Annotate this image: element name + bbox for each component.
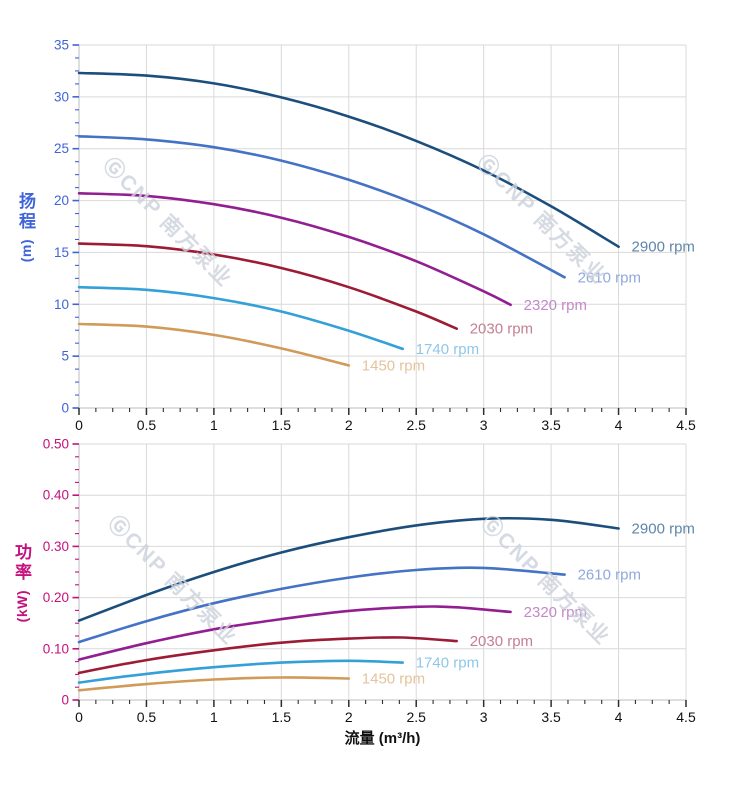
- head-x-tick-label: 0: [75, 417, 83, 433]
- power-y-tick-label: 0.50: [43, 437, 69, 452]
- power-x-tick-label: 4.5: [676, 709, 696, 725]
- head-curve-1450rpm: [77, 322, 351, 367]
- head-curve-label-2610rpm: 2610 rpm: [578, 269, 641, 286]
- head-axis-title: 扬程 (m): [16, 192, 35, 263]
- power-curve-2610rpm: [77, 566, 566, 644]
- head-curve-2030rpm: [77, 242, 458, 330]
- power-curve-2320rpm: [77, 605, 512, 661]
- power-chart: 0 0.10 0.20 0.30 0.40 0.50 0 0.5 1 1.5 2 2.5 3 3.5 4 4.…: [43, 437, 696, 726]
- head-curve-label-2320rpm: 2320 rpm: [524, 297, 587, 314]
- head-chart: 0 5 10 15 20 25 30 35 0 0.5 1 1.5 2 2.5 3 3.5 4 4.5 2900 r…: [54, 38, 696, 434]
- power-x-tick-label: 1.5: [272, 709, 292, 725]
- head-x-tick-label: 2.5: [406, 417, 426, 433]
- head-curve-label-2900rpm: 2900 rpm: [632, 239, 695, 256]
- power-curve-2030rpm: [77, 636, 458, 675]
- power-curve-label-2030rpm: 2030 rpm: [470, 633, 533, 650]
- power-axis-title: 功率 (kW): [12, 543, 31, 623]
- head-y-axis: 0 5 10 15 20 25 30 35: [54, 38, 79, 416]
- head-curve-label-2030rpm: 2030 rpm: [470, 321, 533, 338]
- power-x-tick-label: 3.5: [541, 709, 561, 725]
- power-x-tick-label: 3: [480, 709, 488, 725]
- head-curve-label-1450rpm: 1450 rpm: [362, 357, 425, 374]
- power-y-tick-label: 0.10: [43, 641, 69, 656]
- head-y-tick-label: 20: [54, 193, 69, 208]
- power-x-tick-label: 0.5: [137, 709, 157, 725]
- power-x-axis: 0 0.5 1 1.5 2 2.5 3 3.5 4 4.5: [75, 700, 696, 725]
- head-y-tick-label: 0: [61, 401, 69, 416]
- power-y-tick-label: 0.20: [43, 590, 69, 605]
- head-x-tick-label: 4: [615, 417, 623, 433]
- power-curve-label-2900rpm: 2900 rpm: [632, 520, 695, 537]
- head-x-tick-label: 4.5: [676, 417, 696, 433]
- power-curve-2900rpm: [77, 516, 620, 622]
- power-y-axis: 0 0.10 0.20 0.30 0.40 0.50: [43, 437, 79, 708]
- head-y-tick-label: 5: [61, 349, 69, 364]
- power-y-tick-label: 0.40: [43, 488, 69, 503]
- head-axis-unit: (m): [17, 239, 34, 263]
- power-x-tick-label: 1: [210, 709, 218, 725]
- power-curve-1450rpm: [77, 676, 351, 692]
- power-curve-label-1450rpm: 1450 rpm: [362, 670, 425, 687]
- power-axis-unit: (kW): [13, 590, 30, 623]
- head-y-tick-label: 15: [54, 245, 69, 260]
- power-curve-label-2320rpm: 2320 rpm: [524, 604, 587, 621]
- power-curve-label-1740rpm: 1740 rpm: [416, 655, 479, 672]
- power-chart-grid: [79, 443, 687, 700]
- power-curve-1740rpm: [77, 659, 404, 684]
- head-x-tick-label: 1.5: [272, 417, 292, 433]
- power-x-tick-label: 0: [75, 709, 83, 725]
- head-curve-label-1740rpm: 1740 rpm: [416, 341, 479, 358]
- head-axis-title-text: 扬程: [16, 192, 35, 232]
- power-curve-label-2610rpm: 2610 rpm: [578, 567, 641, 584]
- head-chart-grid: [79, 44, 687, 408]
- head-x-tick-label: 1: [210, 417, 218, 433]
- head-x-tick-label: 3: [480, 417, 488, 433]
- power-y-tick-label: 0: [61, 693, 69, 708]
- head-x-axis: 0 0.5 1 1.5 2 2.5 3 3.5 4 4.5: [75, 408, 696, 433]
- power-x-tick-label: 2.5: [406, 709, 426, 725]
- power-axis-title-text: 功率: [12, 543, 31, 583]
- head-y-tick-label: 10: [54, 297, 69, 312]
- head-x-tick-label: 2: [345, 417, 353, 433]
- head-y-tick-label: 35: [54, 38, 69, 53]
- power-x-tick-label: 4: [615, 709, 623, 725]
- head-x-tick-label: 0.5: [137, 417, 157, 433]
- power-y-tick-label: 0.30: [43, 539, 69, 554]
- head-y-tick-label: 30: [54, 89, 69, 104]
- head-curve-1740rpm: [77, 285, 404, 351]
- head-curve-2320rpm: [77, 192, 512, 307]
- head-x-tick-label: 3.5: [541, 417, 561, 433]
- head-y-tick-label: 25: [54, 141, 69, 156]
- flow-axis-title: 流量 (m³/h): [344, 730, 421, 747]
- head-curve-2610rpm: [77, 135, 566, 279]
- head-curve-2900rpm: [77, 71, 620, 248]
- power-x-tick-label: 2: [345, 709, 353, 725]
